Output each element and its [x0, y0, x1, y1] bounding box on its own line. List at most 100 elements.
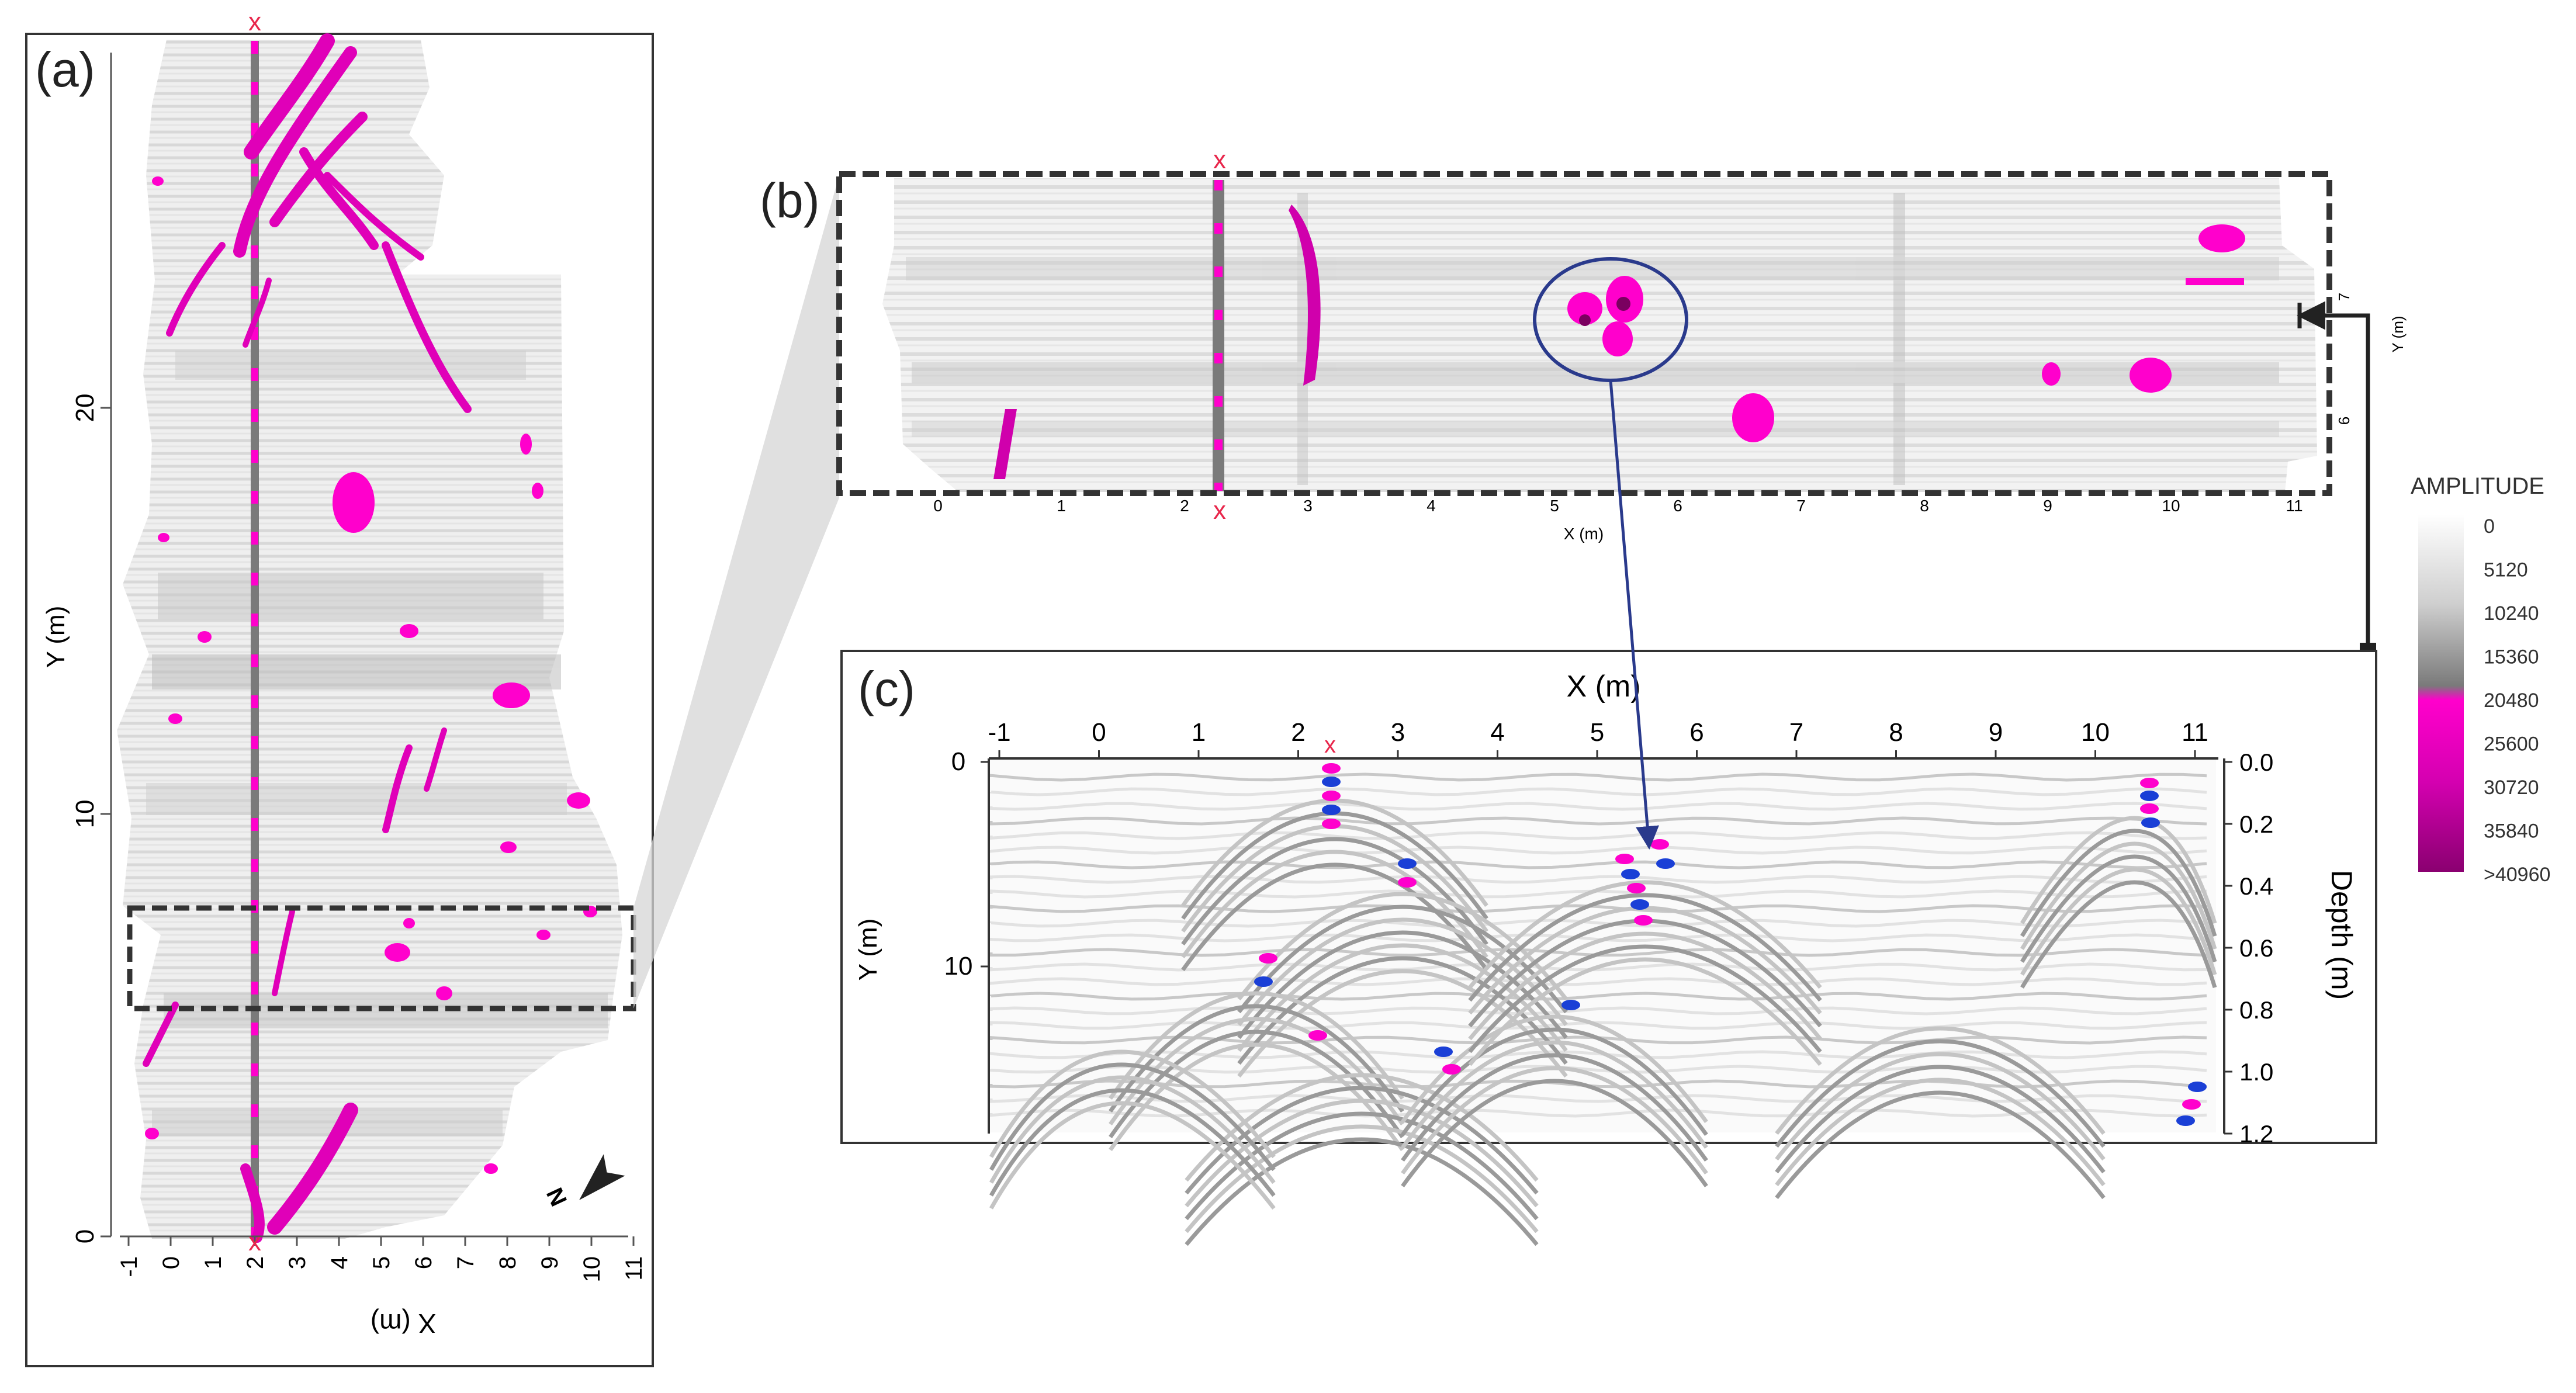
radargram-hyperbola: [1401, 1040, 1708, 1149]
panel-b-x-tick: 11: [2286, 497, 2303, 515]
panel-a-y-label: Y (m): [41, 606, 70, 668]
panel-c-depth-tick: 1.0: [2239, 1058, 2273, 1086]
radargram-hyperbola: [1468, 931, 1822, 1041]
radargram-band: [989, 772, 2207, 782]
panel-c-y-label: Y (m): [854, 919, 882, 981]
colorbar-ramp: [2418, 514, 2464, 872]
colorbar: AMPLITUDE 0 5120 10240 15360 20480 25600 30720…: [2411, 473, 2550, 886]
radargram-hyperbola: [989, 1049, 1276, 1159]
panel-c-depth-tick: 0.4: [2239, 872, 2273, 900]
panel-a: (a): [25, 8, 654, 1367]
panel-b-label: (b): [760, 173, 820, 228]
radargram-band: [989, 1094, 2207, 1103]
panel-c-radargram: [989, 760, 2217, 1246]
panel-a-x-tick: 7: [453, 1256, 479, 1269]
panel-b-y-tick: 7: [2335, 293, 2353, 301]
panel-a-y-tick: 10: [71, 800, 99, 829]
radargram-reflection: [1398, 858, 1417, 869]
radargram-hyperbola: [989, 1075, 1276, 1184]
radargram-hyperbola: [2020, 829, 2217, 937]
colorbar-label: 25600: [2484, 733, 2539, 756]
colorbar-title: AMPLITUDE: [2411, 473, 2544, 499]
radargram-reflection: [1615, 854, 1634, 864]
link-arrow: [2297, 301, 2370, 651]
panel-a-x-tick: 1: [200, 1256, 226, 1269]
radargram-reflection: [2140, 778, 2159, 788]
radargram-band: [989, 992, 2207, 1001]
radargram-reflection: [1634, 915, 1653, 926]
panel-c-x-tick: 6: [1689, 718, 1704, 747]
radargram-hyperbola: [989, 1101, 1276, 1210]
radargram-hyperbola: [989, 1088, 1276, 1197]
radargram-band: [989, 977, 2207, 986]
radargram-reflection: [1398, 877, 1417, 888]
radargram-reflection: [2141, 817, 2160, 828]
radargram-reflection: [1259, 953, 1277, 964]
panel-b-x-tick: 5: [1550, 497, 1559, 515]
panel-b-survey-area: [882, 178, 2317, 492]
panel-b-x-ticks: 0 1 2 3 4 5 6 7 8 9 10 11: [933, 497, 2303, 515]
radargram-reflection: [1434, 1047, 1453, 1057]
panel-c-depth-tick: 0.6: [2239, 934, 2273, 962]
colorbar-label: 10240: [2484, 602, 2539, 625]
radargram-band: [989, 816, 2207, 826]
panel-c-y-tick: 10: [944, 952, 973, 980]
panel-b-y-label: Y (m): [2389, 316, 2407, 352]
radargram-hyperbola: [1401, 1027, 1708, 1136]
colorbar-label: 20480: [2484, 689, 2539, 712]
panel-b-x-tick: 1: [1057, 497, 1066, 515]
radargram-hyperbola: [1109, 1004, 1404, 1113]
panel-c-y-tick: 0: [951, 747, 965, 776]
panel-c-x-tick: 0: [1092, 718, 1106, 747]
panel-c-x-tick: 9: [1989, 718, 2003, 747]
radargram-reflection: [1621, 869, 1640, 879]
panel-a-x-tick: 9: [537, 1256, 563, 1269]
radargram-reflection: [1561, 1000, 1580, 1010]
panel-c: (c) -1 0 1 2 3 4 5 6 7 8 9 10 11 0.0 0.2 0.4 0.6 0.8 1.0 1…: [840, 650, 2377, 1246]
panel-b-marker-top: x: [1213, 145, 1226, 174]
radargram-hyperbola: [1775, 1077, 2106, 1187]
radargram-hyperbola: [2020, 867, 2217, 976]
radargram-hyperbola: [1185, 1137, 1539, 1246]
radargram-reflection: [1656, 858, 1675, 869]
panel-a-blobs: [145, 176, 597, 1174]
radargram-hyperbola: [1401, 1066, 1708, 1175]
panel-b-anomalies: [993, 205, 2245, 479]
panel-c-depth-tick: 1.2: [2239, 1120, 2273, 1148]
panel-a-x-tick: 0: [158, 1256, 184, 1269]
panel-a-x-label: X (m): [371, 1308, 436, 1339]
panel-c-x-tick: 2: [1291, 718, 1305, 747]
radargram-hyperbola: [2020, 841, 2217, 950]
panel-c-depth-ticks: 0.0 0.2 0.4 0.6 0.8 1.0 1.2: [2224, 749, 2273, 1148]
radargram-reflection: [1650, 839, 1669, 850]
colorbar-label: 0: [2484, 515, 2495, 538]
radargram-reflection: [2140, 791, 2159, 801]
panel-a-x-tick: 5: [369, 1256, 394, 1269]
panel-c-depth-tick: 0.8: [2239, 996, 2273, 1024]
link-arrow-blue: [1609, 380, 1659, 850]
colorbar-labels: 0 5120 10240 15360 20480 25600 30720 35840 >4096…: [2484, 515, 2550, 886]
radargram-hyperbola: [1109, 1042, 1404, 1151]
radargram-band: [989, 875, 2207, 884]
radargram-reflection: [1322, 763, 1341, 774]
radargram-hyperbola: [989, 1062, 1276, 1172]
radargram-hyperbola: [1775, 1039, 2106, 1148]
panel-c-x-tick: 4: [1490, 718, 1504, 747]
radargram-hyperbola: [1775, 1090, 2106, 1200]
panel-a-x-tick: -1: [116, 1256, 142, 1277]
panel-a-x-tick: 6: [411, 1256, 437, 1269]
radargram-hyperbola: [1401, 1053, 1708, 1162]
radargram-reflection: [2140, 803, 2159, 814]
radargram-band: [989, 933, 2207, 942]
panel-a-x-tick: 2: [243, 1256, 268, 1269]
panel-a-y-tick: 0: [71, 1229, 99, 1243]
radargram-band: [989, 1006, 2207, 1016]
panel-a-marker-top: x: [248, 8, 261, 36]
panel-a-x-tick: 3: [285, 1256, 310, 1269]
radargram-hyperbola: [1181, 837, 1488, 946]
panel-c-x-tick: 1: [1192, 718, 1206, 747]
panel-c-x-tick: 5: [1590, 718, 1604, 747]
colorbar-label: 30720: [2484, 777, 2539, 799]
radargram-hyperbola: [1181, 850, 1488, 959]
